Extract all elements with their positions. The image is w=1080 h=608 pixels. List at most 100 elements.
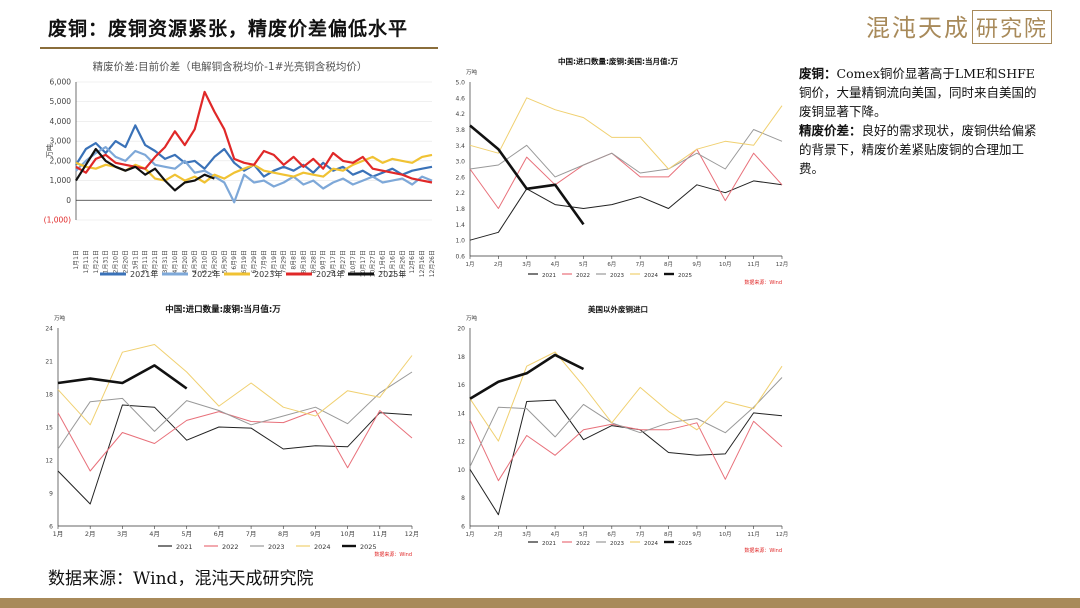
y-tick-label: 8 [461, 495, 465, 502]
x-tick-label: 3月 [522, 531, 531, 538]
x-tick-label: 4月 [551, 261, 560, 268]
x-tick-label: 3月21日 [152, 250, 159, 273]
x-tick-label: 4月20日 [182, 250, 189, 273]
y-tick-label: 5,000 [50, 97, 72, 106]
legend-label: 2022 [576, 541, 590, 547]
data-source: 数据来源：Wind，混沌天成研究院 [48, 569, 314, 589]
y-tick-label: 3.8 [455, 127, 465, 134]
x-tick-label: 9月17日 [330, 250, 337, 273]
commentary-spread-text: 良好的需求现状，废铜供给偏紧的背景下，精废价差紧贴废铜的合理加工费。 [799, 123, 1037, 176]
x-tick-label: 1月31日 [103, 250, 110, 273]
legend-label: 2023 [610, 541, 624, 547]
legend-label: 2024 [314, 543, 331, 551]
y-axis-label: 万吨 [54, 314, 66, 322]
y-tick-label: 10 [457, 467, 465, 474]
y-tick-label: 0 [66, 196, 71, 205]
x-tick-label: 11月 [747, 531, 760, 538]
y-tick-label: 3,000 [50, 137, 72, 146]
legend-label: 2024 [644, 273, 658, 279]
y-tick-label: 4.6 [455, 95, 465, 102]
series-line-2022 [57, 410, 413, 472]
title-underline [40, 47, 438, 49]
y-tick-label: 16 [457, 382, 465, 389]
x-tick-label: 12月 [776, 531, 788, 538]
chart-title: 中国:进口数量:废铜:当月值:万 [165, 304, 281, 315]
legend-label: 2025 [360, 543, 377, 551]
x-tick-label: 3月 [522, 261, 531, 268]
x-tick-label: 9月27日 [340, 250, 347, 273]
x-tick-label: 5月 [579, 261, 588, 268]
series-line-2021 [57, 404, 413, 505]
bottom-bar [0, 598, 1080, 608]
logo-box-text: 研究院 [971, 10, 1052, 44]
x-tick-label: 7月 [246, 530, 257, 538]
y-tick-label: 0.6 [455, 254, 465, 261]
series-line-2024 [57, 344, 413, 426]
x-tick-label: 1月11日 [83, 250, 90, 273]
y-tick-label: 12 [457, 439, 465, 446]
chart-title: 中国:进口数量:废铜:美国:当月值:万 [558, 56, 678, 66]
x-tick-label: 3月1日 [132, 250, 139, 270]
series-line-2021 [469, 399, 783, 516]
commentary: 废铜：Comex铜价显著高于LME和SHFE铜价，大量精铜流向美国，同时来自美国… [799, 64, 1039, 178]
y-tick-label: 21 [45, 359, 53, 366]
series-line-2024 [469, 97, 783, 170]
x-tick-label: 6月 [607, 531, 616, 538]
y-tick-label: 3.4 [455, 143, 465, 150]
x-tick-label: 2月20日 [122, 250, 129, 273]
x-tick-label: 10月 [340, 530, 355, 538]
y-tick-label: 12 [45, 458, 53, 465]
y-tick-label: 1.8 [455, 206, 465, 213]
y-axis-label: 万吨 [466, 314, 478, 322]
series-line-2024 [469, 351, 783, 442]
x-tick-label: 9月7日 [320, 250, 327, 270]
series-line-2023 [469, 377, 783, 467]
series-line-2022 [469, 148, 783, 209]
x-tick-label: 2月 [494, 531, 503, 538]
x-tick-label: 7月 [636, 531, 645, 538]
x-tick-label: 4月30日 [192, 250, 199, 273]
x-tick-label: 3月11日 [142, 250, 149, 273]
x-tick-label: 11月6日 [380, 250, 387, 273]
y-tick-label: 4.2 [455, 111, 465, 118]
y-tick-label: 1.4 [455, 222, 465, 229]
y-tick-label: (1,000) [44, 216, 71, 225]
chart-refined-scrap-spread: 精废价差:目前价差（电解铜含税均价-1#光亮铜含税均价） 万吨 6,000 5,000… [40, 52, 440, 290]
y-tick-label: 3.0 [455, 159, 465, 166]
x-tick-label: 5月 [181, 530, 192, 538]
x-tick-label: 8月18日 [300, 250, 307, 273]
x-tick-label: 11月16日 [389, 250, 396, 277]
legend-label: 2024 [644, 541, 658, 547]
y-tick-label: 24 [45, 326, 53, 333]
commentary-spread-label: 精废价差： [799, 123, 862, 138]
y-tick-label: 6 [461, 524, 465, 531]
logo-text: 混沌天成 [865, 14, 970, 42]
x-tick-label: 6月19日 [241, 250, 248, 273]
series-line-2025 [469, 353, 585, 400]
x-tick-label: 9月 [692, 531, 701, 538]
legend-label: 2025 [678, 541, 692, 547]
y-tick-label: 6 [49, 524, 53, 531]
x-tick-label: 5月20日 [211, 250, 218, 273]
y-tick-label: 1.0 [455, 238, 465, 245]
x-tick-label: 12月16日 [419, 250, 426, 277]
y-tick-label: 14 [457, 410, 465, 417]
chart-source: 数据来源：Wind [374, 551, 412, 558]
company-logo: 混沌天成 研究院 [866, 8, 1052, 44]
legend-label: 2021 [542, 273, 556, 279]
y-tick-label: 4,000 [50, 117, 72, 126]
commentary-scrap: 废铜：Comex铜价显著高于LME和SHFE铜价，大量精铜流向美国，同时来自美国… [799, 64, 1039, 121]
series-line-2022 [75, 146, 433, 204]
series-line-2021 [469, 180, 783, 241]
x-tick-label: 6月29日 [251, 250, 258, 273]
chart-svg: 精废价差:目前价差（电解铜含税均价-1#光亮铜含税均价） 万吨 6,000 5,000… [44, 60, 436, 279]
x-tick-label: 11月26日 [399, 250, 406, 277]
x-tick-label: 8月 [278, 530, 289, 538]
legend-label: 2021年 [130, 269, 158, 279]
legend-label: 2022年 [192, 269, 220, 279]
legend-label: 2023 [610, 273, 624, 279]
y-tick-label: 2.6 [455, 174, 465, 181]
page-title: 废铜：废铜资源紧张，精废价差偏低水平 [48, 18, 409, 40]
